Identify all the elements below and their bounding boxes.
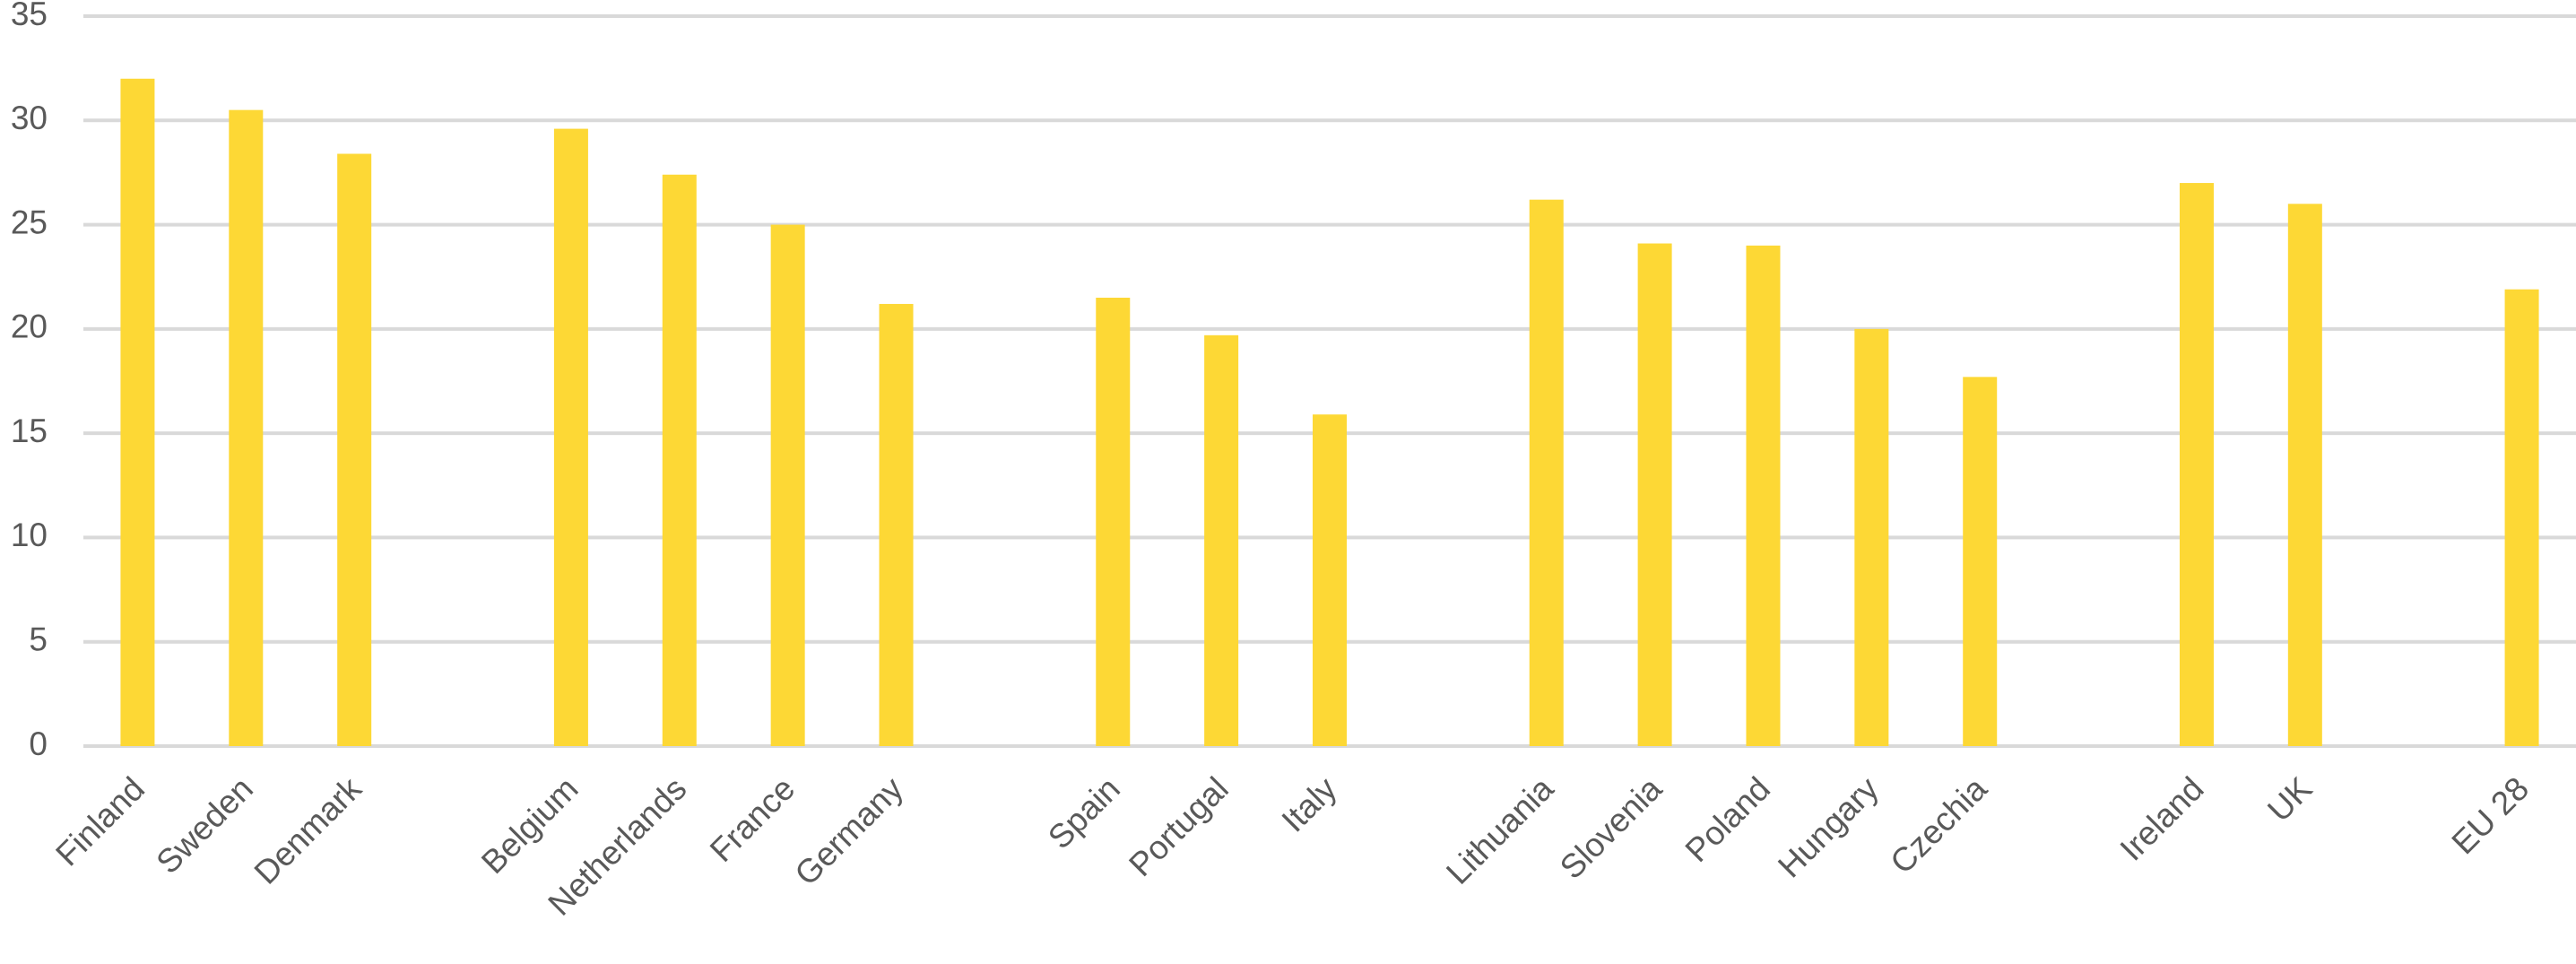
y-tick-label: 10 bbox=[11, 517, 48, 553]
bar bbox=[1854, 328, 1889, 746]
y-tick-label: 0 bbox=[29, 725, 48, 762]
x-tick-label: Poland bbox=[1678, 770, 1777, 869]
x-tick-label: Portugal bbox=[1122, 770, 1235, 883]
y-tick-label: 30 bbox=[11, 100, 48, 136]
x-tick-label: Sweden bbox=[149, 770, 260, 881]
bar bbox=[1637, 243, 1672, 746]
x-tick-label: EU 28 bbox=[2445, 770, 2537, 862]
x-tick-label: Czechia bbox=[1883, 769, 1994, 881]
bar bbox=[1096, 297, 1131, 746]
x-tick-label: Finland bbox=[48, 770, 152, 873]
x-tick-label: Germany bbox=[788, 769, 911, 892]
bar bbox=[120, 78, 155, 747]
x-tick-label: UK bbox=[2260, 769, 2320, 829]
x-tick-label: Italy bbox=[1275, 769, 1344, 838]
x-tick-label: France bbox=[703, 770, 802, 869]
bar bbox=[662, 174, 697, 747]
y-tick-label: 20 bbox=[11, 308, 48, 345]
y-tick-label: 35 bbox=[11, 0, 48, 32]
bar bbox=[2504, 289, 2539, 746]
bar bbox=[1529, 199, 1564, 747]
bar bbox=[1746, 245, 1781, 746]
bar bbox=[1313, 414, 1347, 746]
x-tick-label: Lithuania bbox=[1439, 769, 1560, 890]
x-tick-label: Denmark bbox=[247, 769, 369, 890]
y-tick-label: 15 bbox=[11, 413, 48, 449]
x-tick-label: Spain bbox=[1041, 770, 1127, 856]
x-tick-label: Hungary bbox=[1771, 769, 1886, 884]
bar bbox=[770, 224, 805, 747]
y-tick-label: 5 bbox=[29, 621, 48, 657]
bar bbox=[553, 128, 588, 747]
x-tick-label: Belgium bbox=[474, 770, 585, 881]
bar bbox=[1204, 334, 1239, 746]
bar bbox=[337, 153, 372, 747]
y-tick-label: 25 bbox=[11, 204, 48, 240]
x-tick-label: Ireland bbox=[2113, 770, 2211, 868]
bar bbox=[2179, 183, 2214, 747]
x-tick-label: Slovenia bbox=[1553, 769, 1670, 886]
bar bbox=[879, 303, 914, 746]
bar bbox=[1963, 377, 1998, 746]
bar bbox=[229, 109, 264, 746]
bar bbox=[2287, 204, 2322, 747]
